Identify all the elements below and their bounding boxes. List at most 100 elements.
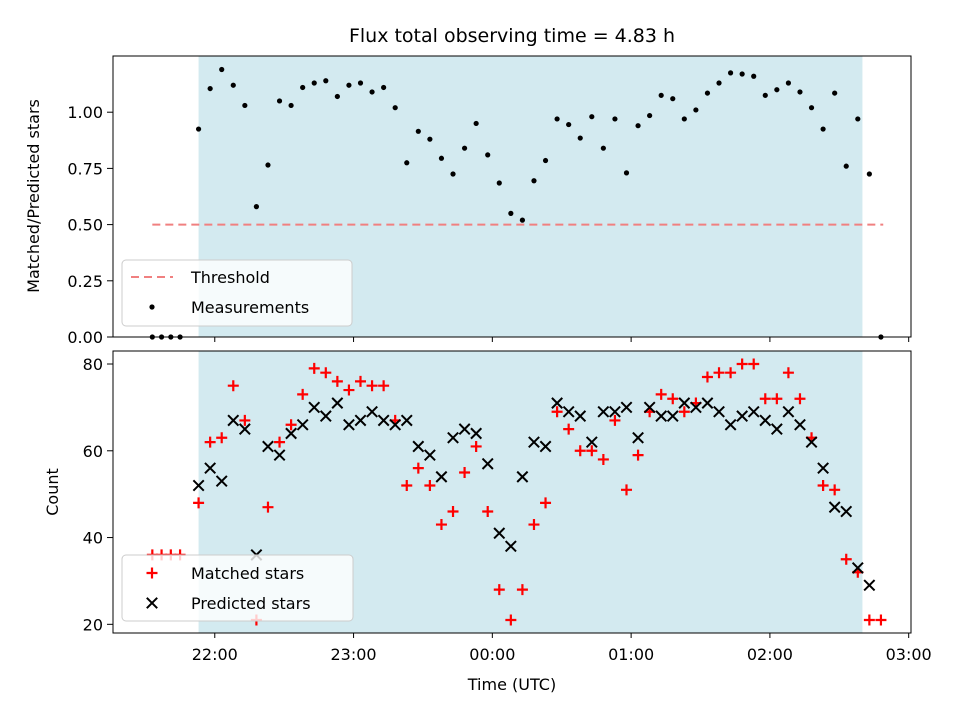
y-tick-label: 1.00 [67, 103, 103, 122]
predicted-star-point [481, 457, 494, 470]
measurement-point [612, 116, 618, 122]
matched-star-point [632, 449, 644, 461]
measurement-point [566, 121, 572, 128]
top-legend: Threshold Measurements [121, 259, 353, 327]
measurement-point [670, 96, 676, 102]
matched-star-point [701, 371, 713, 383]
predicted-star-point [447, 431, 459, 444]
measurement-point [855, 116, 861, 122]
predicted-star-point [782, 405, 795, 418]
x-tick-label: 03:00 [886, 645, 932, 664]
measurement-point [381, 84, 387, 91]
predicted-star-point [262, 440, 274, 453]
measurement-point [832, 90, 838, 96]
matched-star-point [586, 445, 598, 457]
measurement-point [751, 73, 757, 79]
matched-star-point [193, 497, 205, 509]
predicted-star-point [192, 479, 205, 492]
legend-matched-label: Matched stars [191, 564, 304, 583]
matched-star-point [574, 445, 586, 457]
measurement-point [797, 89, 803, 95]
predicted-star-point [724, 418, 737, 431]
predicted-star-point [354, 414, 367, 427]
matched-star-point [505, 614, 517, 626]
top-plot-frame [112, 55, 912, 338]
matched-star-point [540, 497, 552, 509]
matched-star-point [597, 453, 609, 465]
bottom-y-axis-label: Count [43, 468, 62, 516]
predicted-star-point [828, 501, 841, 514]
predicted-star-point [840, 505, 853, 518]
matched-star-point [725, 367, 737, 379]
matched-star-point [424, 479, 436, 491]
measurement-point [253, 204, 260, 210]
predicted-star-point [412, 440, 425, 453]
predicted-star-point [470, 427, 483, 440]
measurement-point [415, 128, 421, 134]
matched-star-point [493, 584, 505, 596]
matched-star-point [308, 362, 320, 374]
matched-star-point [748, 358, 760, 370]
matched-star-point [331, 375, 343, 387]
predicted-star-point [319, 410, 332, 422]
predicted-star-point [736, 410, 749, 422]
measurement-point [681, 116, 687, 122]
top-y-axis-label: Matched/Predicted stars [24, 99, 43, 293]
matched-star-point [794, 393, 806, 405]
predicted-star-point [851, 562, 864, 574]
matched-star-point [285, 419, 297, 431]
measurement-point [508, 210, 514, 216]
predicted-star-point [759, 414, 772, 427]
y-tick-label: 0.75 [67, 159, 103, 178]
matched-star-point [563, 423, 575, 435]
predicted-star-point [458, 423, 471, 435]
matched-star-point [678, 406, 690, 418]
predicted-star-point [574, 410, 587, 422]
predicted-star-point [551, 397, 564, 409]
matched-star-point [482, 506, 494, 518]
matched-star-point [435, 519, 447, 531]
measurement-point [311, 80, 317, 86]
measurement-point [219, 66, 225, 73]
measurement-point [693, 107, 699, 113]
predicted-star-point [539, 440, 552, 453]
predicted-star-point [678, 397, 691, 409]
legend-threshold-label: Threshold [190, 268, 270, 287]
predicted-star-point [308, 401, 321, 414]
bottom-legend: Matched stars Predicted stars [121, 554, 354, 622]
measurement-point [392, 105, 398, 111]
y-tick-label: 0.25 [67, 272, 103, 291]
predicted-star-point [794, 418, 806, 431]
measurement-point [577, 135, 583, 141]
predicted-star-point [389, 418, 402, 431]
predicted-star-point [713, 405, 725, 418]
matched-star-point [447, 506, 459, 518]
matched-star-point [274, 436, 286, 448]
predicted-star-point [689, 401, 702, 414]
measurement-point [207, 85, 213, 92]
x-tick-label: 00:00 [469, 645, 515, 664]
predicted-star-point [366, 405, 378, 418]
matched-star-point [343, 384, 355, 396]
predicted-star-point [343, 418, 355, 431]
matched-star-point [262, 501, 274, 513]
y-tick-label: 0.00 [67, 328, 103, 347]
predicted-star-point [597, 405, 610, 418]
predicted-star-point [493, 527, 506, 540]
predicted-star-point [609, 405, 621, 418]
measurement-point [300, 84, 306, 91]
predicted-star-point [528, 436, 540, 449]
measurement-point [774, 87, 780, 93]
measurement-point [866, 171, 872, 177]
x-tick-label: 22:00 [192, 645, 238, 664]
measurement-point [334, 93, 340, 100]
y-tick-label: 20 [83, 615, 103, 634]
predicted-star-point [585, 436, 598, 449]
legend-measurement-swatch [149, 304, 155, 310]
measurement-point [438, 155, 445, 161]
measurement-point [288, 102, 294, 109]
predicted-star-point [215, 475, 228, 488]
y-tick-label: 80 [83, 355, 103, 374]
matched-star-point [470, 440, 482, 452]
predicted-star-point [666, 410, 679, 422]
